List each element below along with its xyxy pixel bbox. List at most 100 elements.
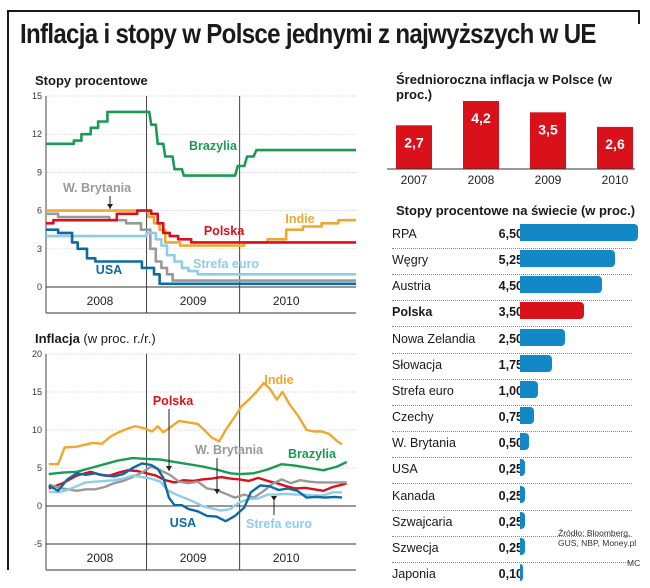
avg-bar-2007: [396, 125, 432, 169]
avg-inflation-bar-chart: 2,7 2007 4,2 2008 3,5 2009 2,6 2010: [387, 101, 635, 187]
rate-bar: [520, 407, 534, 425]
rate-row-kanada: Kanada 0,25: [392, 484, 632, 511]
rate-bar: [520, 485, 525, 503]
source-note: Źródło: Bloomberg, GUS, NBP, Money.pl: [558, 528, 636, 548]
rate-row-japonia: Japonia 0,10: [392, 562, 632, 588]
rate-bar: [520, 433, 530, 451]
series-line-strefa-euro: [46, 231, 356, 276]
frame-left-rule: [7, 10, 9, 570]
grid: [46, 353, 356, 570]
rate-bar: [520, 276, 602, 294]
series-line-brazylia: [48, 456, 348, 476]
rate-row-strefa-euro: Strefa euro 1,00: [392, 379, 632, 406]
avg-bar-2009: [530, 112, 566, 169]
series-label-brazylia: Brazylia: [288, 447, 337, 461]
rate-bar: [520, 380, 539, 398]
series-line-usa: [48, 462, 343, 523]
y-tick-label: 6: [37, 206, 42, 216]
rate-bar: [520, 250, 616, 268]
rate-value-label: 0,50: [498, 436, 523, 451]
rate-value-label: 0,25: [498, 514, 523, 529]
label-arrowhead-polska: [166, 466, 172, 471]
series-label-usa: USA: [96, 263, 122, 277]
rate-value-label: 1,00: [498, 383, 523, 398]
y-tick-label: 15: [32, 387, 42, 397]
x-tick-label: 2010: [273, 294, 300, 308]
rate-bar: [520, 224, 638, 241]
avg-bar-value-label: 3,5: [538, 121, 558, 137]
rate-row-nowa-zelandia: Nowa Zelandia 2,50: [392, 327, 632, 354]
rate-row-slowacja: Słowacja 1,75: [392, 353, 632, 380]
series-line-usa: [46, 228, 356, 286]
x-tick-label: 2008: [87, 551, 114, 565]
inflation-heading: Inflacja (w proc. r./r.): [35, 331, 156, 346]
rate-row-usa: USA 0,25: [392, 457, 632, 485]
y-tick-label: 20: [32, 349, 42, 359]
avg-bar-category-label: 2007: [401, 173, 428, 187]
avg-bar-value-label: 2,7: [404, 134, 424, 150]
page-title: Inflacja i stopy w Polsce jednymi z najw…: [20, 18, 596, 49]
frame-right-tick: [638, 10, 640, 24]
rate-value-label: 2,50: [498, 331, 523, 346]
rate-row-wegry: Węgry 5,25: [392, 248, 632, 276]
rate-bar: [520, 511, 525, 529]
rates-line-chart: 0 3 6 9 12 15 2008 2009 2010 Brazylia W. Brytania I…: [32, 91, 356, 314]
source-line-1: Źródło: Bloomberg,: [558, 528, 631, 538]
infographic: Inflacja i stopy w Polsce jednymi z najw…: [7, 10, 640, 581]
y-tick-label: 0: [37, 501, 42, 511]
series-label-w-brytania: W. Brytania: [195, 443, 264, 457]
avg-bar-value-label: 2,6: [605, 136, 625, 152]
rate-country-label: Słowacja: [392, 357, 443, 372]
series-label-w-brytania: W. Brytania: [63, 181, 132, 195]
rates-heading: Stopy procentowe: [35, 73, 148, 88]
series-line-indie: [46, 209, 356, 247]
y-tick-label: 5: [37, 463, 42, 473]
frame-top-rule: [7, 10, 640, 12]
rate-country-label: Kanada: [392, 488, 436, 503]
series-label-usa: USA: [170, 516, 196, 530]
inflation-line-chart: -5 0 5 10 15 20 2008 2009 2010 Indie Polska W. Bryt…: [32, 349, 356, 571]
avg-bar-2008: [463, 101, 499, 169]
rate-value-label: 0,25: [498, 462, 523, 477]
series-line-strefa-euro: [48, 474, 342, 512]
rate-value-label: 4,50: [498, 279, 523, 294]
rate-country-label: USA: [392, 462, 418, 477]
rate-country-label: Polska: [392, 305, 433, 320]
x-tick-label: 2009: [180, 551, 207, 565]
label-arrowhead-w-brytania: [214, 489, 220, 494]
y-tick-label: 3: [37, 244, 42, 254]
rate-country-label: Węgry: [392, 253, 429, 268]
x-tick-label: 2008: [87, 294, 114, 308]
label-arrowhead-w-brytania: [107, 204, 113, 209]
series-line-w-brytania: [48, 465, 347, 499]
y-tick-label: 0: [37, 282, 42, 292]
rate-row-czechy: Czechy 0,75: [392, 405, 632, 433]
rate-bar: [520, 328, 566, 346]
avg-bar-category-label: 2009: [535, 173, 562, 187]
rate-country-label: Austria: [392, 279, 431, 294]
rate-bar: [520, 537, 525, 555]
rate-bar: [520, 459, 525, 477]
rate-value-label: 1,75: [498, 357, 523, 372]
rate-country-label: Czechy: [392, 410, 434, 425]
y-tick-label: 15: [32, 91, 42, 101]
rate-country-label: RPA: [392, 227, 417, 241]
rate-bar: [520, 563, 523, 581]
rate-value-label: 3,50: [498, 305, 523, 320]
rate-value-label: 6,50: [498, 227, 523, 241]
x-tick-label: 2010: [273, 551, 300, 565]
inflation-heading-text: Inflacja: [35, 331, 80, 346]
series-label-indie: Indie: [285, 212, 314, 226]
inflation-unit: (w proc. r./r.): [83, 331, 156, 346]
rate-value-label: 5,25: [498, 253, 523, 268]
x-tick-label: 2009: [180, 294, 207, 308]
y-tick-label: 10: [32, 425, 42, 435]
series-label-brazylia: Brazylia: [189, 139, 238, 153]
rate-row-szwecja: Szwecja 0,25: [392, 536, 632, 563]
rate-row-polska: Polska 3,50: [392, 300, 632, 328]
avg-bar-category-label: 2010: [602, 173, 629, 187]
rate-country-label: W. Brytania: [392, 436, 456, 451]
series-line-brazylia: [46, 110, 356, 177]
avg-bar-value-label: 4,2: [471, 110, 491, 126]
y-tick-label: 12: [32, 129, 42, 139]
